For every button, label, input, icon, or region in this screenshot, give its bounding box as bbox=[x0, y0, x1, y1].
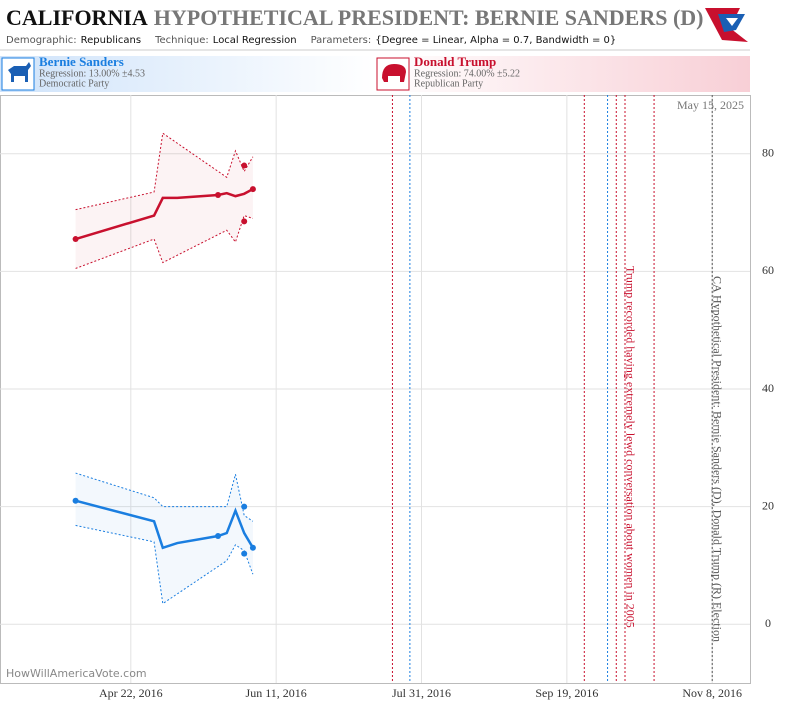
confidence-band bbox=[75, 133, 253, 269]
y-tick-label: 60 bbox=[762, 263, 774, 277]
rep-icon-shape bbox=[382, 64, 406, 82]
legend-regression: Regression: 74.00% ±5.22 bbox=[414, 68, 520, 79]
legend-party: Republican Party bbox=[414, 78, 483, 89]
poll-point bbox=[241, 162, 248, 169]
x-tick-label: Sep 19, 2016 bbox=[535, 686, 598, 700]
param-value: Local Regression bbox=[213, 35, 297, 46]
title: HYPOTHETICAL PRESIDENT: BERNIE SANDERS (… bbox=[154, 5, 704, 30]
y-tick-label: 40 bbox=[762, 381, 774, 395]
poll-point bbox=[215, 191, 222, 198]
legend-box-rep bbox=[375, 56, 750, 92]
y-tick-label: 80 bbox=[762, 146, 774, 160]
y-tick-label: 0 bbox=[765, 616, 771, 630]
param-label: Demographic: bbox=[6, 35, 77, 46]
confidence-band bbox=[75, 473, 253, 604]
poll-point bbox=[215, 533, 222, 539]
poll-point bbox=[249, 544, 256, 551]
annotation: Trump recorded having extremely lewd con… bbox=[623, 266, 637, 628]
param-label: Parameters: bbox=[311, 35, 372, 46]
poll-point bbox=[241, 503, 248, 510]
param-label: Technique: bbox=[154, 35, 209, 46]
band-edge bbox=[75, 214, 254, 269]
poll-point bbox=[72, 236, 79, 243]
watermark: HowWillAmericaVote.com bbox=[6, 667, 147, 680]
dem-icon-shape bbox=[8, 62, 31, 82]
legend-name: Donald Trump bbox=[414, 54, 496, 69]
x-tick-label: Jun 11, 2016 bbox=[246, 686, 307, 700]
y-tick-label: 20 bbox=[762, 498, 774, 512]
legend-regression: Regression: 13.00% ±4.53 bbox=[39, 68, 145, 79]
poll-point bbox=[241, 218, 248, 225]
date-label: May 15, 2025 bbox=[677, 98, 744, 112]
param-value: {Degree = Linear, Alpha = 0.7, Bandwidth… bbox=[375, 35, 616, 46]
poll-point bbox=[241, 550, 248, 557]
param-value: Republicans bbox=[81, 35, 141, 46]
logo bbox=[705, 2, 750, 50]
band-edge bbox=[75, 132, 254, 211]
annotation: CA Hypothetical President: Bernie Sander… bbox=[710, 276, 724, 642]
poll-point bbox=[72, 497, 79, 504]
x-tick-label: Apr 22, 2016 bbox=[99, 686, 163, 700]
legend-party: Democratic Party bbox=[39, 78, 109, 89]
legend-name: Bernie Sanders bbox=[39, 54, 124, 69]
x-tick-label: Nov 8, 2016 bbox=[682, 686, 742, 700]
title-state: CALIFORNIA bbox=[6, 5, 148, 30]
legend-box-dem bbox=[0, 56, 375, 92]
poll-point bbox=[249, 186, 256, 193]
x-tick-label: Jul 31, 2016 bbox=[392, 686, 451, 700]
